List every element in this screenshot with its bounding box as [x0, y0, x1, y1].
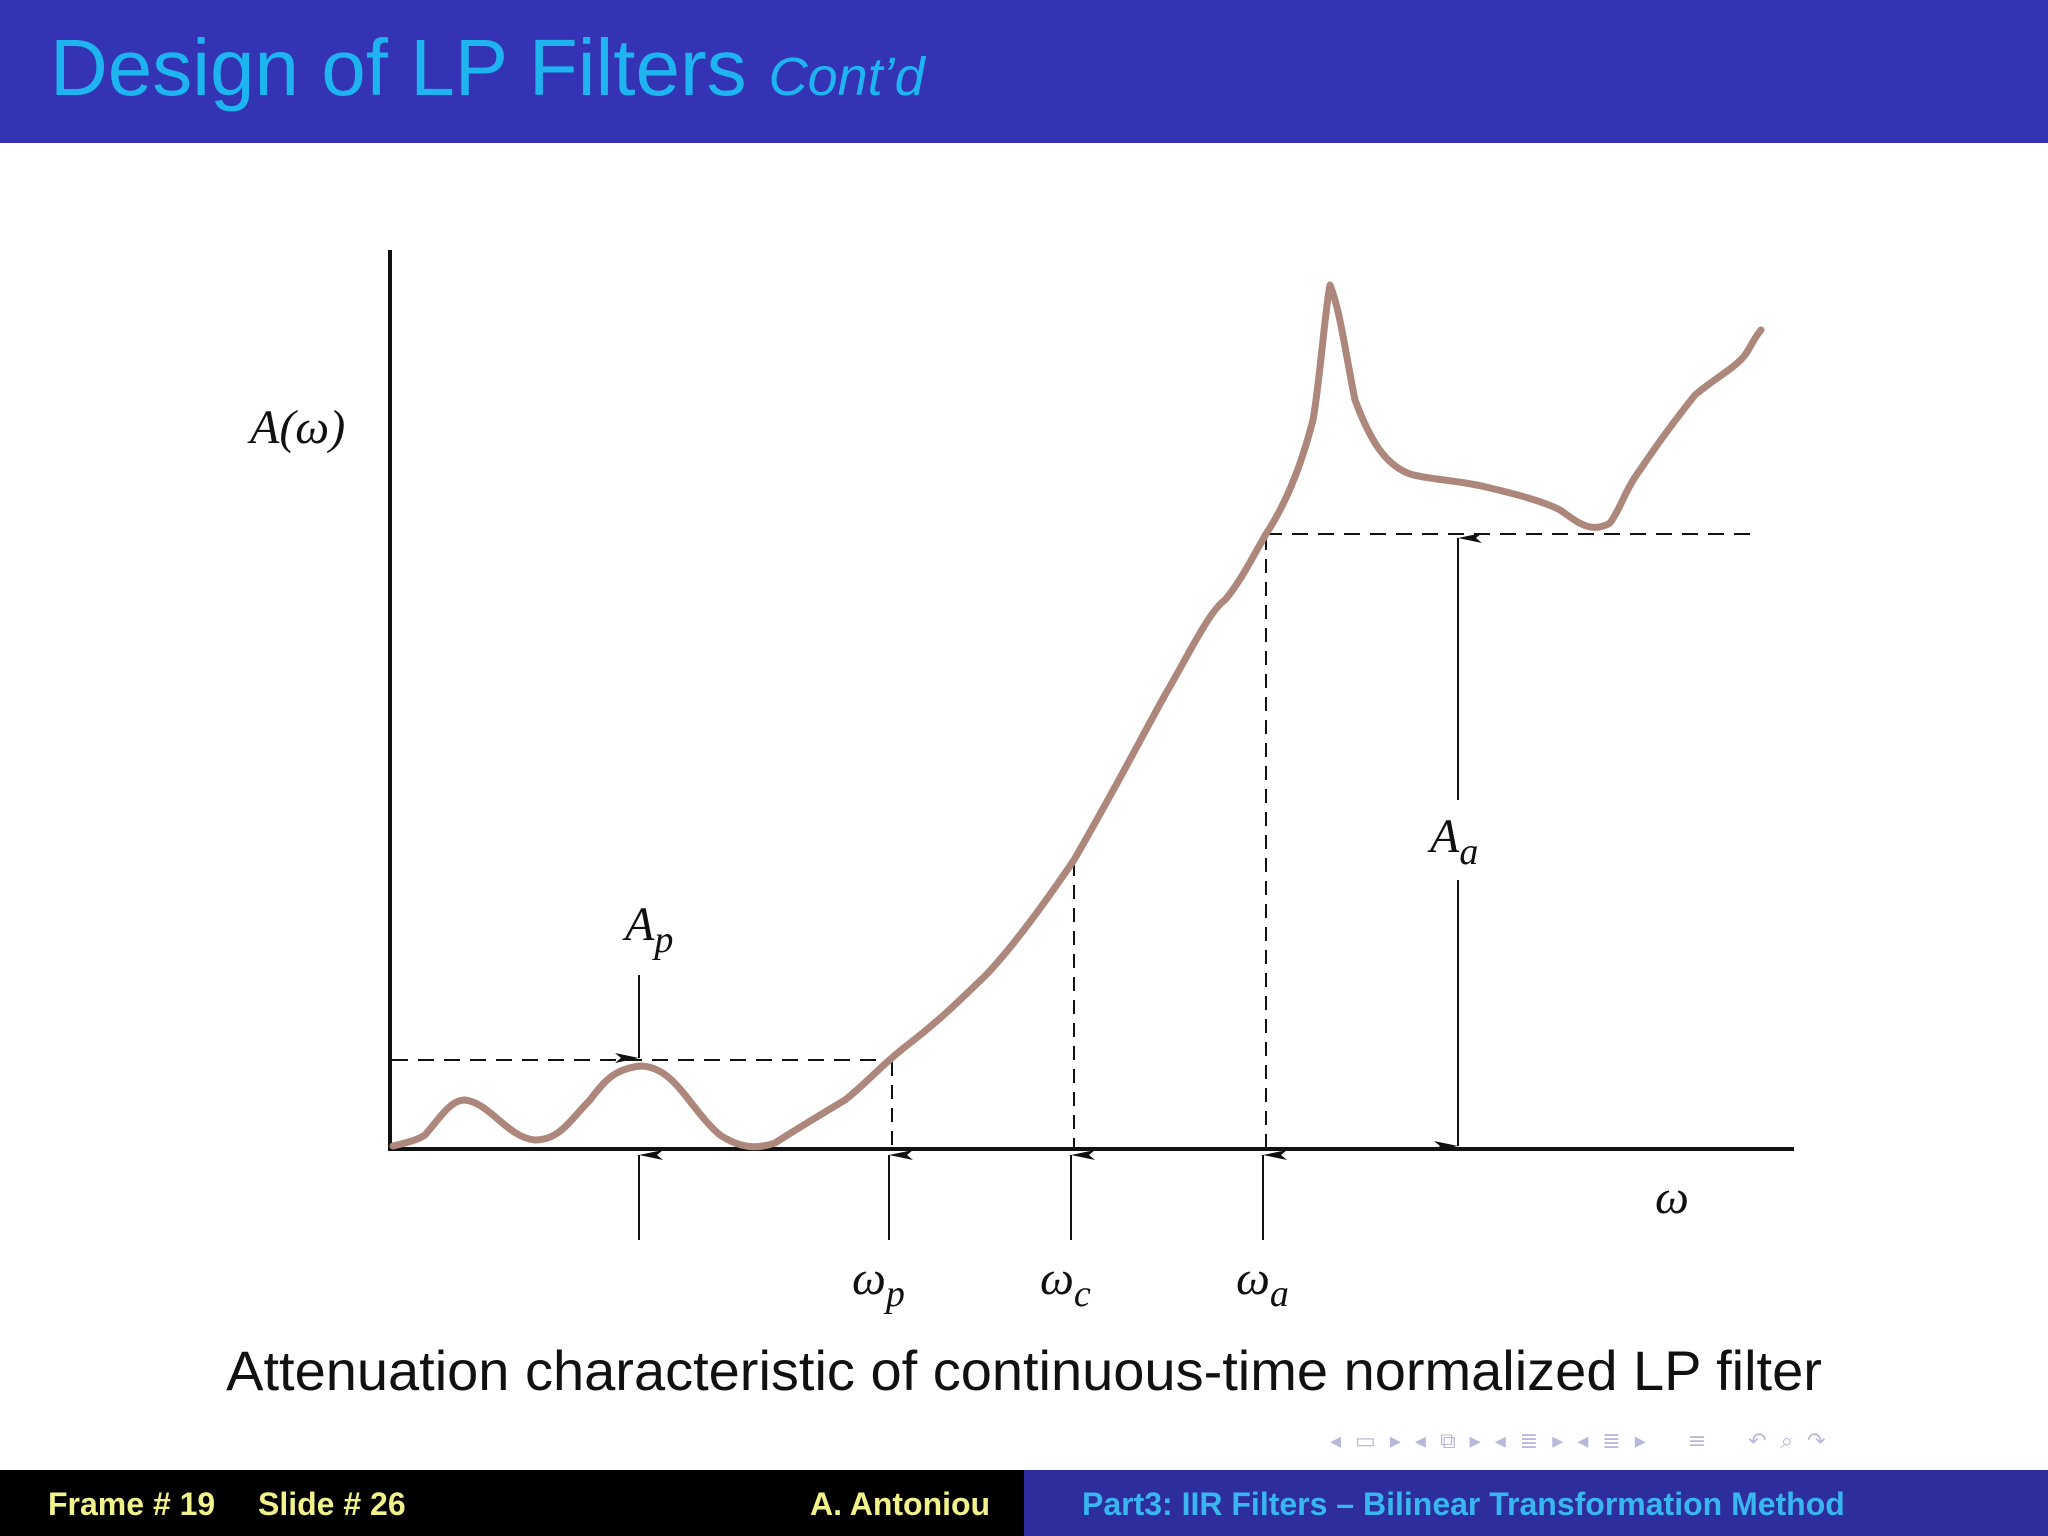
- footer-author: A. Antoniou: [810, 1486, 991, 1522]
- beamer-navigation[interactable]: ◂ ▭ ▸ ◂ ⧉ ▸ ◂ ≣ ▸ ◂ ≣ ▸ ≡ ↶ ⌕ ↷: [1330, 1424, 1825, 1458]
- nav-next-arrow-icon[interactable]: ▸: [1552, 1428, 1564, 1454]
- x-axis-label: ω: [1655, 1171, 1689, 1224]
- stopband-label-base: A: [1427, 810, 1460, 863]
- omega-a-label-base: ω: [1236, 1252, 1270, 1305]
- slide-header: Design of LP Filters Cont’d: [0, 0, 2048, 143]
- footer-slide-number: Slide # 26: [258, 1486, 406, 1522]
- nav-prev-arrow-icon[interactable]: ◂: [1330, 1428, 1342, 1454]
- nav-prev-arrow-icon[interactable]: ◂: [1494, 1428, 1506, 1454]
- nav-zoom-icon[interactable]: ⌕: [1780, 1428, 1793, 1454]
- figure-caption: Attenuation characteristic of continuous…: [226, 1339, 1822, 1402]
- passband-label-base: A: [622, 898, 655, 951]
- nav-align-lines-icon[interactable]: ≡: [1687, 1428, 1707, 1454]
- attenuation-curve: [389, 281, 1765, 1151]
- nav-section-box-icon[interactable]: ⧉: [1439, 1428, 1456, 1454]
- nav-frame-box-icon[interactable]: ▭: [1355, 1428, 1376, 1454]
- nav-next-arrow-icon[interactable]: ▸: [1389, 1428, 1401, 1454]
- omega-a-label: ωa: [1236, 1252, 1289, 1315]
- footer-frame-number: Frame # 19: [48, 1486, 216, 1522]
- stopband-label: Aa: [1427, 810, 1478, 873]
- y-axis-label: A(ω): [247, 401, 345, 454]
- footer-part-title: Part3: IIR Filters – Bilinear Transforma…: [1082, 1486, 1845, 1522]
- footer-left-panel: Frame # 19 Slide # 26 A. Antoniou: [0, 1470, 1024, 1536]
- omega-a-label-sub: a: [1270, 1273, 1289, 1315]
- omega-p-label: ωp: [852, 1252, 905, 1315]
- nav-undo-icon[interactable]: ↶: [1748, 1428, 1767, 1454]
- nav-next-arrow-icon[interactable]: ▸: [1634, 1428, 1646, 1454]
- passband-label-sub: p: [651, 919, 673, 961]
- omega-p-label-sub: p: [883, 1273, 905, 1315]
- slide-title-main: Design of LP Filters: [50, 23, 747, 112]
- omega-p-label-base: ω: [852, 1252, 886, 1305]
- passband-label: Ap: [622, 898, 673, 961]
- nav-redo-icon[interactable]: ↷: [1806, 1428, 1826, 1454]
- nav-prev-arrow-icon[interactable]: ◂: [1414, 1428, 1426, 1454]
- footer-right-panel: Part3: IIR Filters – Bilinear Transforma…: [1024, 1470, 2048, 1536]
- omega-c-label: ωc: [1040, 1252, 1091, 1315]
- omega-c-label-sub: c: [1074, 1273, 1091, 1315]
- slide-title: Design of LP Filters Cont’d: [50, 28, 925, 108]
- nav-list-lines-icon[interactable]: ≣: [1602, 1428, 1621, 1454]
- slide-footer: Frame # 19 Slide # 26 A. Antoniou Part3:…: [0, 1470, 2048, 1536]
- nav-subsection-lines-icon[interactable]: ≣: [1519, 1428, 1539, 1454]
- omega-c-label-base: ω: [1040, 1252, 1074, 1305]
- stopband-label-sub: a: [1459, 831, 1478, 873]
- nav-next-arrow-icon[interactable]: ▸: [1469, 1428, 1481, 1454]
- slide-title-subtitle: Cont’d: [768, 47, 925, 107]
- nav-prev-arrow-icon[interactable]: ◂: [1577, 1428, 1589, 1454]
- attenuation-diagram: A(ω) ω Ap Aa ωp ωc ωa: [247, 250, 1794, 1315]
